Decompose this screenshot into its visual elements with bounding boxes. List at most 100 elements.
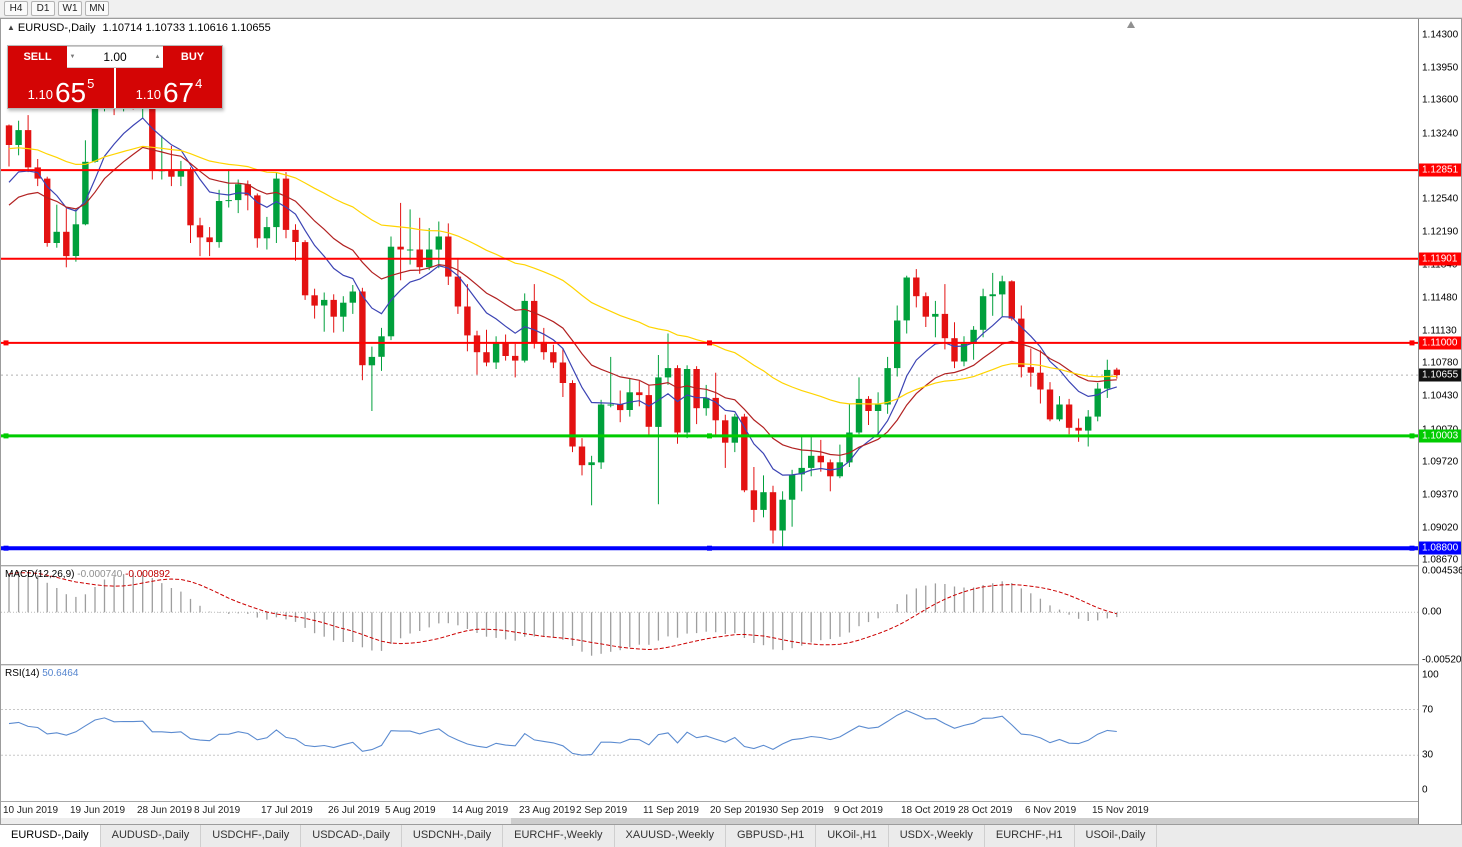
price-pane[interactable]: ▲ EURUSD-,Daily 1.10714 1.10733 1.10616 1.… — [1, 19, 1418, 565]
price-axis-tick: 1.10780 — [1422, 357, 1459, 369]
volume-decrease-icon[interactable]: ▼ — [69, 54, 76, 60]
price-axis-tick: 1.08670 — [1422, 554, 1459, 566]
timeframe-button-w1[interactable]: W1 — [58, 1, 82, 16]
date-label: 2 Sep 2019 — [576, 805, 628, 816]
rsi-chart — [1, 709, 1418, 756]
date-label: 28 Oct 2019 — [958, 805, 1013, 816]
price-axis-tick: 1.09020 — [1422, 522, 1459, 534]
rsi-axis-label: 100 — [1422, 669, 1439, 681]
date-label: 8 Jul 2019 — [194, 805, 241, 816]
candlestick-chart — [1, 51, 1418, 551]
sell-price[interactable]: 1.10 65 5 — [8, 68, 114, 108]
sell-price-pip: 5 — [87, 76, 95, 91]
chart-title: ▲ EURUSD-,Daily 1.10714 1.10733 1.10616 1.… — [7, 22, 271, 34]
macd-name: MACD(12,26,9) — [5, 569, 75, 580]
date-label: 6 Nov 2019 — [1025, 805, 1077, 816]
scrollbar-thumb[interactable] — [511, 818, 1418, 824]
current-price-tag: 1.10655 — [1419, 368, 1461, 382]
chart-shift-marker-icon[interactable] — [1127, 21, 1135, 28]
price-axis-tick: 1.09370 — [1422, 489, 1459, 501]
chart-ohlc-values: 1.10714 1.10733 1.10616 1.10655 — [102, 22, 271, 34]
date-label: 23 Aug 2019 — [519, 805, 576, 816]
chart-symbol-label: EURUSD-,Daily — [17, 22, 96, 34]
chart-tab[interactable]: USDX-,Weekly — [888, 825, 985, 847]
date-label: 18 Oct 2019 — [901, 805, 956, 816]
price-line-tag: 1.08800 — [1419, 541, 1461, 555]
sell-price-prefix: 1.10 — [27, 87, 53, 102]
buy-price[interactable]: 1.10 67 4 — [116, 68, 222, 108]
price-axis-tick: 1.09720 — [1422, 456, 1459, 468]
timeframe-button-h4[interactable]: H4 — [4, 1, 28, 16]
chart-tab[interactable]: GBPUSD-,H1 — [725, 825, 817, 847]
buy-price-big: 67 — [162, 77, 195, 108]
sell-price-big: 65 — [54, 77, 87, 108]
rsi-name: RSI(14) — [5, 668, 40, 679]
date-label: 30 Sep 2019 — [767, 805, 824, 816]
price-axis-tick: 1.12540 — [1422, 193, 1459, 205]
buy-button[interactable]: BUY — [163, 46, 222, 68]
chart-symbol-icon: ▲ — [7, 23, 15, 32]
macd-axis-label: 0.00 — [1422, 606, 1442, 618]
chart-tab[interactable]: USDCAD-,Daily — [301, 825, 402, 847]
rsi-value: 50.6464 — [42, 668, 79, 679]
chart-tab[interactable]: XAUUSD-,Weekly — [614, 825, 726, 847]
chart-tab[interactable]: USDCNH-,Daily — [401, 825, 504, 847]
trade-panel-prices: 1.10 65 5 1.10 67 4 — [8, 68, 222, 108]
price-line-tag: 1.11000 — [1419, 336, 1461, 350]
date-axis[interactable]: 10 Jun 2019 19 Jun 2019 28 Jun 2019 8 Jul 2… — [1, 801, 1418, 818]
volume-increase-icon[interactable]: ▲ — [154, 54, 161, 60]
rsi-label: RSI(14) 50.6464 — [5, 668, 78, 679]
rsi-pane[interactable]: RSI(14) 50.6464 — [1, 666, 1418, 801]
price-axis-tick: 1.14300 — [1422, 29, 1459, 41]
timeframe-button-d1[interactable]: D1 — [31, 1, 55, 16]
date-label: 19 Jun 2019 — [70, 805, 126, 816]
chart-tab[interactable]: USOil-,Daily — [1074, 825, 1158, 847]
date-label: 20 Sep 2019 — [710, 805, 767, 816]
date-label: 28 Jun 2019 — [137, 805, 193, 816]
macd-pane[interactable]: MACD(12,26,9) -0.000740 -0.000892 — [1, 567, 1418, 664]
price-line-tag: 1.11901 — [1419, 252, 1461, 266]
macd-label: MACD(12,26,9) -0.000740 -0.000892 — [5, 569, 170, 580]
price-axis-tick: 1.13600 — [1422, 94, 1459, 106]
date-label: 10 Jun 2019 — [3, 805, 59, 816]
chart-tab[interactable]: EURUSD-,Daily — [0, 825, 101, 847]
price-axis-tick: 1.11480 — [1422, 292, 1458, 304]
rsi-axis-label: 30 — [1422, 749, 1434, 761]
chart-tab[interactable]: AUDUSD-,Daily — [100, 825, 202, 847]
chart-window: ▲ EURUSD-,Daily 1.10714 1.10733 1.10616 1.… — [0, 18, 1462, 825]
price-line-tag: 1.10003 — [1419, 429, 1461, 443]
timeframe-toolbar: H4 D1 W1 MN — [0, 0, 1462, 18]
trade-panel-controls: SELL ▼ 1.00 ▲ BUY — [8, 46, 222, 68]
chart-tab[interactable]: EURCHF-,Weekly — [503, 825, 615, 847]
horizontal-scrollbar[interactable] — [1, 818, 1418, 824]
macd-signal-value: -0.000892 — [125, 569, 171, 580]
pane-separator[interactable] — [1, 664, 1461, 666]
date-label: 17 Jul 2019 — [261, 805, 313, 816]
price-axis[interactable]: 1.14300 1.13950 1.13600 1.13240 1.12540 1.121… — [1418, 19, 1462, 824]
buy-price-prefix: 1.10 — [135, 87, 161, 102]
buy-price-pip: 4 — [195, 76, 203, 91]
chart-tabbar: EURUSD-,Daily AUDUSD-,Daily USDCHF-,Daily U… — [0, 825, 1462, 847]
date-label: 5 Aug 2019 — [385, 805, 436, 816]
pane-separator[interactable] — [1, 565, 1461, 567]
rsi-axis-label: 0 — [1422, 784, 1428, 796]
sell-button[interactable]: SELL — [8, 46, 67, 68]
one-click-trading-panel: SELL ▼ 1.00 ▲ BUY 1.10 65 5 1.10 67 4 — [7, 45, 223, 109]
price-axis-tick: 1.12190 — [1422, 226, 1459, 238]
price-axis-tick: 1.13240 — [1422, 128, 1459, 140]
date-label: 15 Nov 2019 — [1092, 805, 1149, 816]
date-label: 26 Jul 2019 — [328, 805, 380, 816]
date-label: 9 Oct 2019 — [834, 805, 883, 816]
chart-tab[interactable]: USDCHF-,Daily — [201, 825, 302, 847]
timeframe-button-mn[interactable]: MN — [85, 1, 109, 16]
price-line-tag: 1.12851 — [1419, 163, 1461, 177]
volume-value[interactable]: 1.00 — [103, 50, 127, 64]
macd-main-value: -0.000740 — [77, 569, 123, 580]
chart-tab[interactable]: EURCHF-,H1 — [984, 825, 1075, 847]
volume-stepper[interactable]: ▼ 1.00 ▲ — [67, 46, 163, 68]
chart-tab[interactable]: UKOil-,H1 — [816, 825, 889, 847]
price-axis-tick: 1.10430 — [1422, 390, 1459, 402]
price-axis-tick: 1.11130 — [1422, 325, 1457, 337]
macd-chart — [1, 571, 1418, 656]
macd-axis-label: -0.005205 — [1422, 654, 1462, 665]
